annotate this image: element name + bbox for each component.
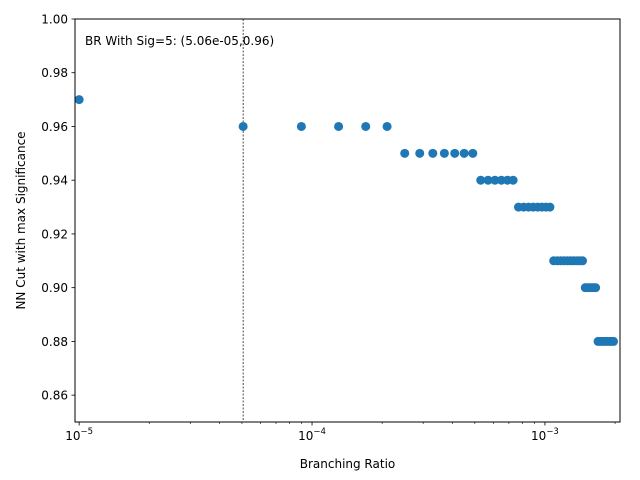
annotation-text: BR With Sig=5: (5.06e-05,0.96) (85, 34, 274, 48)
data-point (459, 148, 469, 158)
y-tick-label: 0.98 (41, 66, 68, 80)
y-tick-label: 0.86 (41, 389, 68, 403)
data-point (361, 121, 371, 131)
data-point (468, 148, 478, 158)
y-tick-label: 0.88 (41, 335, 68, 349)
y-tick-label: 0.90 (41, 281, 68, 295)
data-point (578, 256, 588, 266)
axes-frame (74, 18, 621, 423)
y-axis-label: NN Cut with max Significance (14, 131, 28, 309)
data-point (334, 121, 344, 131)
data-point (382, 121, 392, 131)
y-tick-label: 0.94 (41, 174, 68, 188)
data-point (545, 202, 555, 212)
x-tick-label: 10−3 (531, 427, 559, 443)
data-point (591, 283, 601, 293)
x-tick-label: 10−5 (65, 427, 93, 443)
axis-ticks: 0.86 0.88 0.90 0.92 0.94 0.96 0.98 1.00 10−5 10−4… (41, 13, 616, 443)
data-point (439, 148, 449, 158)
plot-area (74, 19, 619, 422)
data-point (415, 148, 425, 158)
data-point (508, 175, 518, 185)
x-axis-label: Branching Ratio (300, 457, 396, 471)
data-point (476, 175, 486, 185)
data-point (483, 175, 493, 185)
y-tick-label: 0.96 (41, 120, 68, 134)
data-point (428, 148, 438, 158)
y-tick-label: 1.00 (41, 13, 68, 27)
data-point (296, 121, 306, 131)
data-point (74, 95, 84, 105)
y-tick-label: 0.92 (41, 227, 68, 241)
data-point (400, 148, 410, 158)
x-tick-label: 10−4 (298, 427, 326, 443)
data-point (238, 121, 248, 131)
data-point (450, 148, 460, 158)
data-point (609, 336, 619, 346)
data-point (490, 175, 500, 185)
